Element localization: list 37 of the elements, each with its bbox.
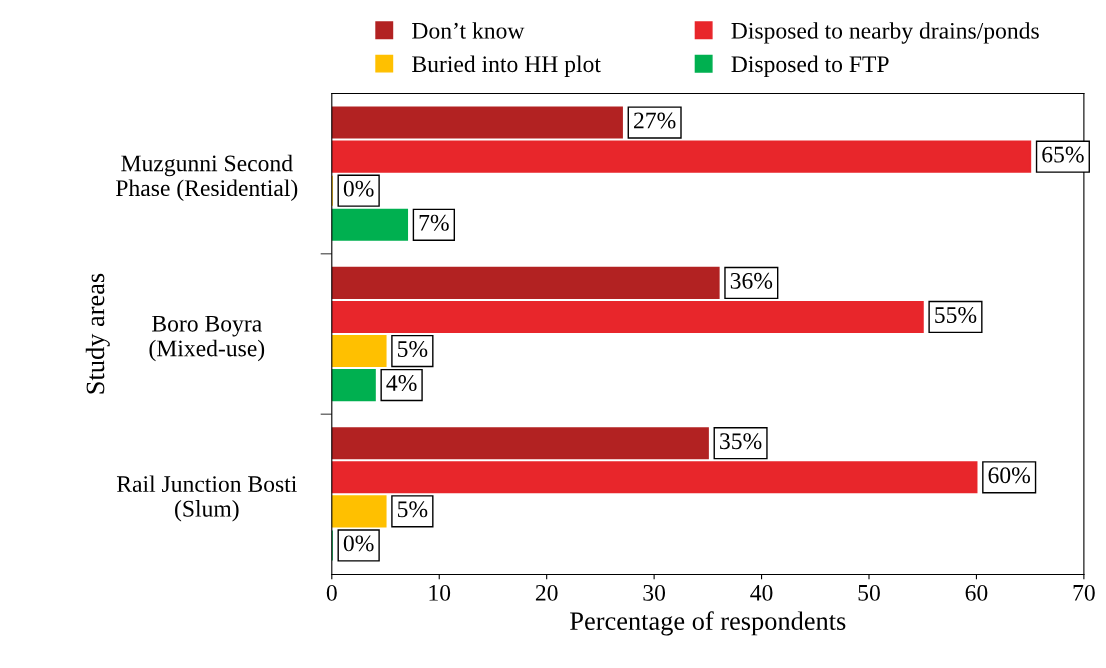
data-label: 27% (634, 112, 676, 129)
legend-label: Don’t know (412, 22, 525, 39)
x-axis-title: Percentage of respondents (570, 611, 846, 636)
x-tick-label: 50 (858, 584, 880, 601)
data-label: 36% (730, 272, 773, 289)
data-label: 55% (935, 306, 977, 323)
data-label: 5% (398, 501, 428, 518)
y-tick-label: Boro Boyra (Mixed-use) (149, 315, 265, 362)
data-label: 7% (419, 214, 449, 231)
bar (331, 106, 623, 139)
legend-label: Buried into HH plot (412, 55, 601, 77)
x-tick-label: 10 (429, 584, 451, 601)
x-tick-label: 40 (750, 584, 773, 601)
data-label: 65% (1042, 146, 1084, 163)
data-label: 5% (398, 341, 428, 358)
data-label: 0% (343, 535, 374, 552)
bar (331, 335, 387, 368)
bar (331, 369, 376, 402)
y-tick-label: Rail Junction Bosti (Slum) (116, 475, 297, 522)
x-tick-label: 30 (643, 584, 666, 601)
x-tick-label: 60 (965, 584, 988, 601)
x-tick-label: 70 (1073, 584, 1095, 601)
bar (331, 300, 924, 333)
legend-label: Disposed to nearby drains/ponds (731, 22, 1039, 44)
y-axis-title: Study areas (85, 273, 110, 394)
data-label: 35% (720, 433, 762, 450)
bar (331, 461, 978, 494)
data-label: 60% (988, 467, 1031, 484)
bar (331, 140, 1032, 173)
legend-label: Disposed to FTP (731, 55, 889, 77)
y-tick-label: Muzgunni Second Phase (Residential) (116, 154, 298, 201)
bar (331, 427, 709, 460)
x-tick-label: 20 (535, 584, 558, 601)
bar (331, 266, 720, 299)
data-label: 0% (343, 180, 374, 197)
data-label: 4% (386, 375, 417, 392)
x-tick-label: 0 (326, 584, 337, 601)
